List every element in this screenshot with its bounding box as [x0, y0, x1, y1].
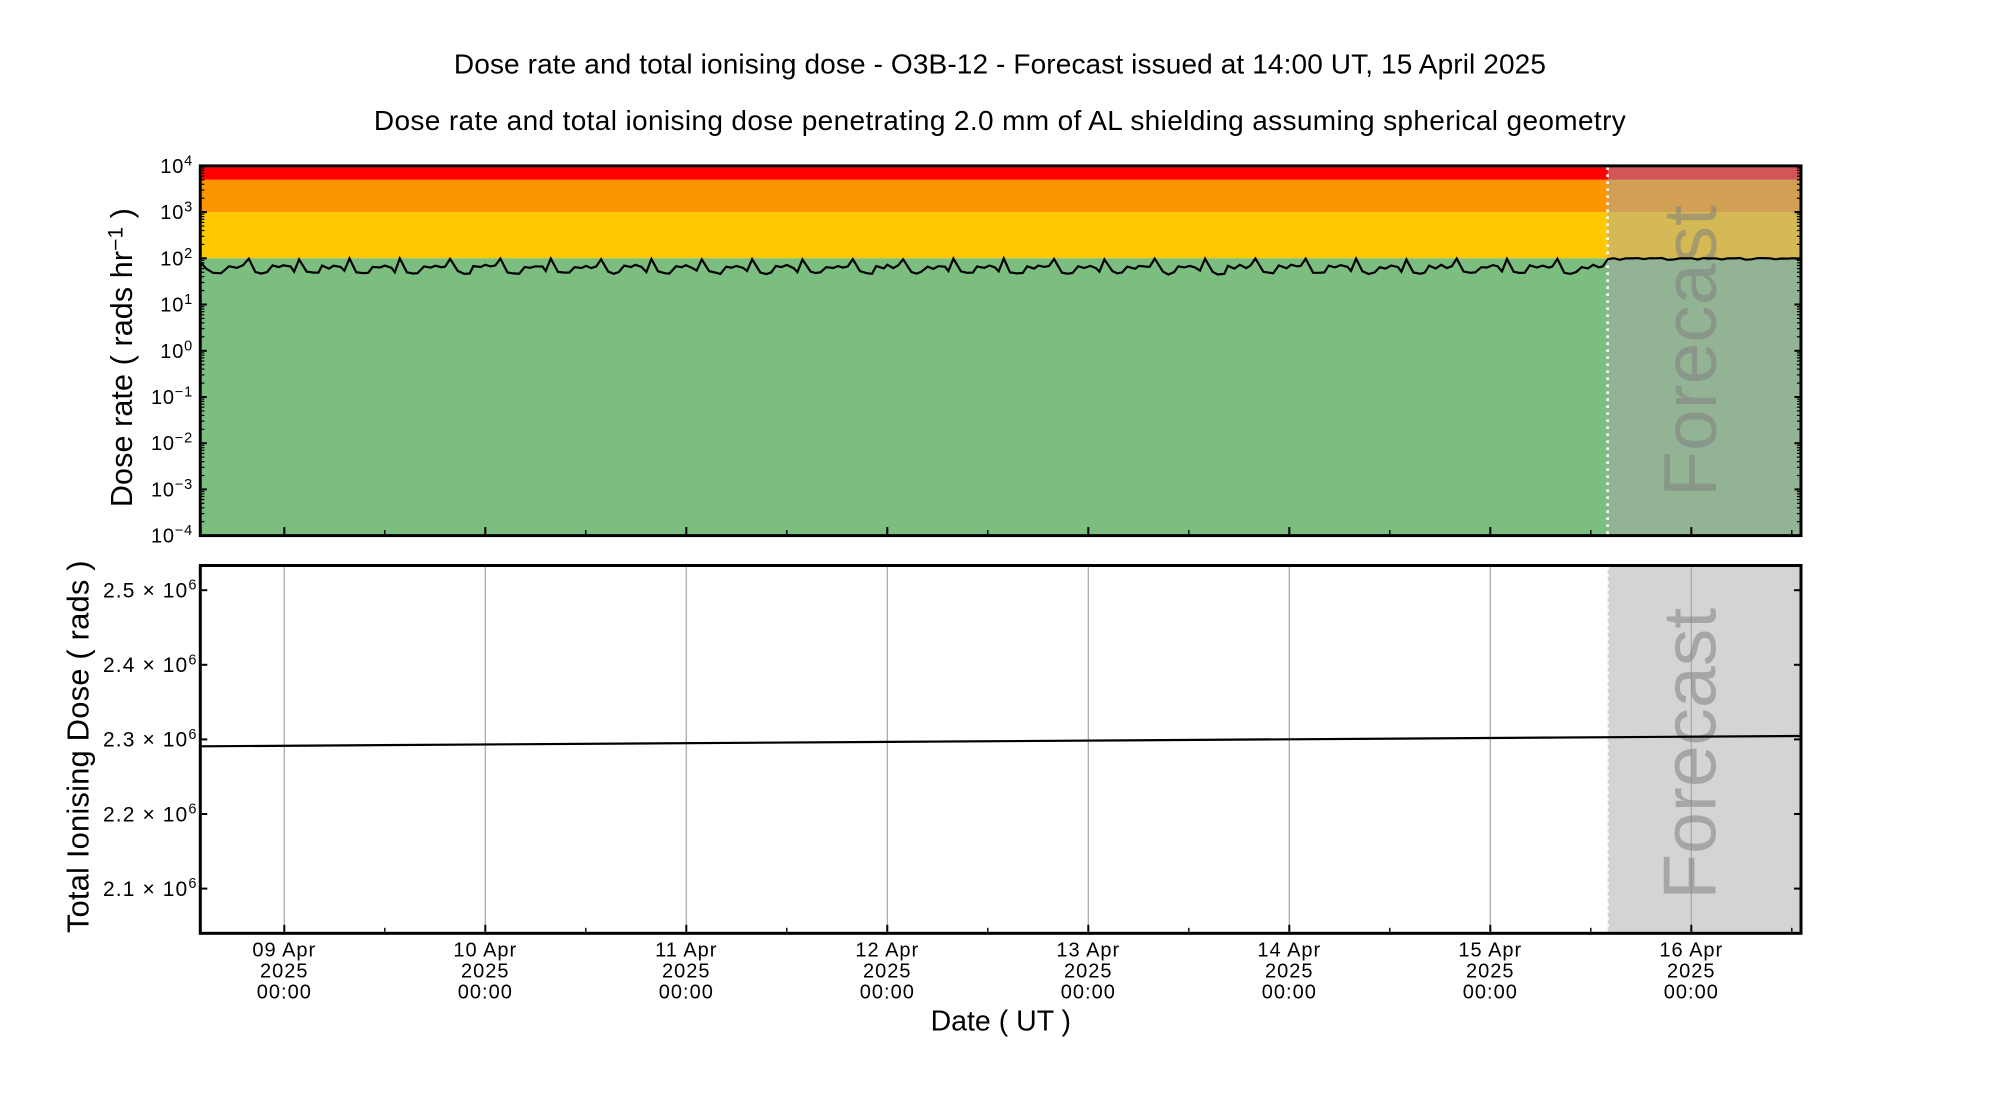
svg-text:2025: 2025 — [1667, 961, 1716, 983]
svg-text:09 Apr: 09 Apr — [252, 940, 316, 962]
svg-text:Total Ionising Dose ( rads ): Total Ionising Dose ( rads ) — [61, 560, 96, 933]
svg-text:2025: 2025 — [461, 961, 510, 983]
svg-text:2.4 × 106: 2.4 × 106 — [103, 652, 197, 677]
svg-text:2.5 × 106: 2.5 × 106 — [103, 578, 197, 603]
svg-text:00:00: 00:00 — [1262, 981, 1317, 1003]
svg-text:2025: 2025 — [863, 961, 912, 983]
svg-text:2025: 2025 — [1466, 961, 1515, 983]
svg-text:2025: 2025 — [662, 961, 711, 983]
svg-text:Date ( UT ): Date ( UT ) — [931, 1006, 1071, 1038]
svg-text:00:00: 00:00 — [860, 981, 915, 1003]
svg-text:11 Apr: 11 Apr — [655, 940, 717, 962]
svg-text:2.2 × 106: 2.2 × 106 — [103, 802, 197, 827]
svg-text:2025: 2025 — [1265, 961, 1314, 983]
svg-text:2.3 × 106: 2.3 × 106 — [103, 727, 197, 752]
svg-text:10−1: 10−1 — [151, 385, 193, 410]
svg-text:00:00: 00:00 — [1061, 981, 1116, 1003]
svg-text:Dose rate ( rads hr−1 ): Dose rate ( rads hr−1 ) — [105, 208, 139, 507]
svg-text:10−2: 10−2 — [151, 431, 193, 456]
svg-text:10−4: 10−4 — [151, 523, 193, 548]
svg-text:16 Apr: 16 Apr — [1659, 940, 1723, 962]
svg-text:13 Apr: 13 Apr — [1056, 940, 1120, 962]
svg-text:00:00: 00:00 — [1463, 981, 1518, 1003]
svg-text:00:00: 00:00 — [1664, 981, 1719, 1003]
svg-text:12 Apr: 12 Apr — [855, 940, 919, 962]
svg-text:Forecast: Forecast — [1648, 608, 1732, 900]
svg-text:2025: 2025 — [1064, 961, 1113, 983]
svg-text:00:00: 00:00 — [659, 981, 714, 1003]
svg-text:2.1 × 106: 2.1 × 106 — [103, 876, 197, 901]
svg-text:Dose rate and total ionising d: Dose rate and total ionising dose - O3B-… — [454, 49, 1546, 80]
svg-text:Forecast: Forecast — [1648, 205, 1732, 497]
svg-text:00:00: 00:00 — [458, 981, 513, 1003]
svg-text:15 Apr: 15 Apr — [1458, 940, 1522, 962]
svg-text:10 Apr: 10 Apr — [453, 940, 517, 962]
svg-text:00:00: 00:00 — [257, 981, 312, 1003]
svg-text:14 Apr: 14 Apr — [1257, 940, 1321, 962]
svg-text:2025: 2025 — [260, 961, 309, 983]
svg-text:Dose rate and total ionising d: Dose rate and total ionising dose penetr… — [374, 105, 1626, 136]
